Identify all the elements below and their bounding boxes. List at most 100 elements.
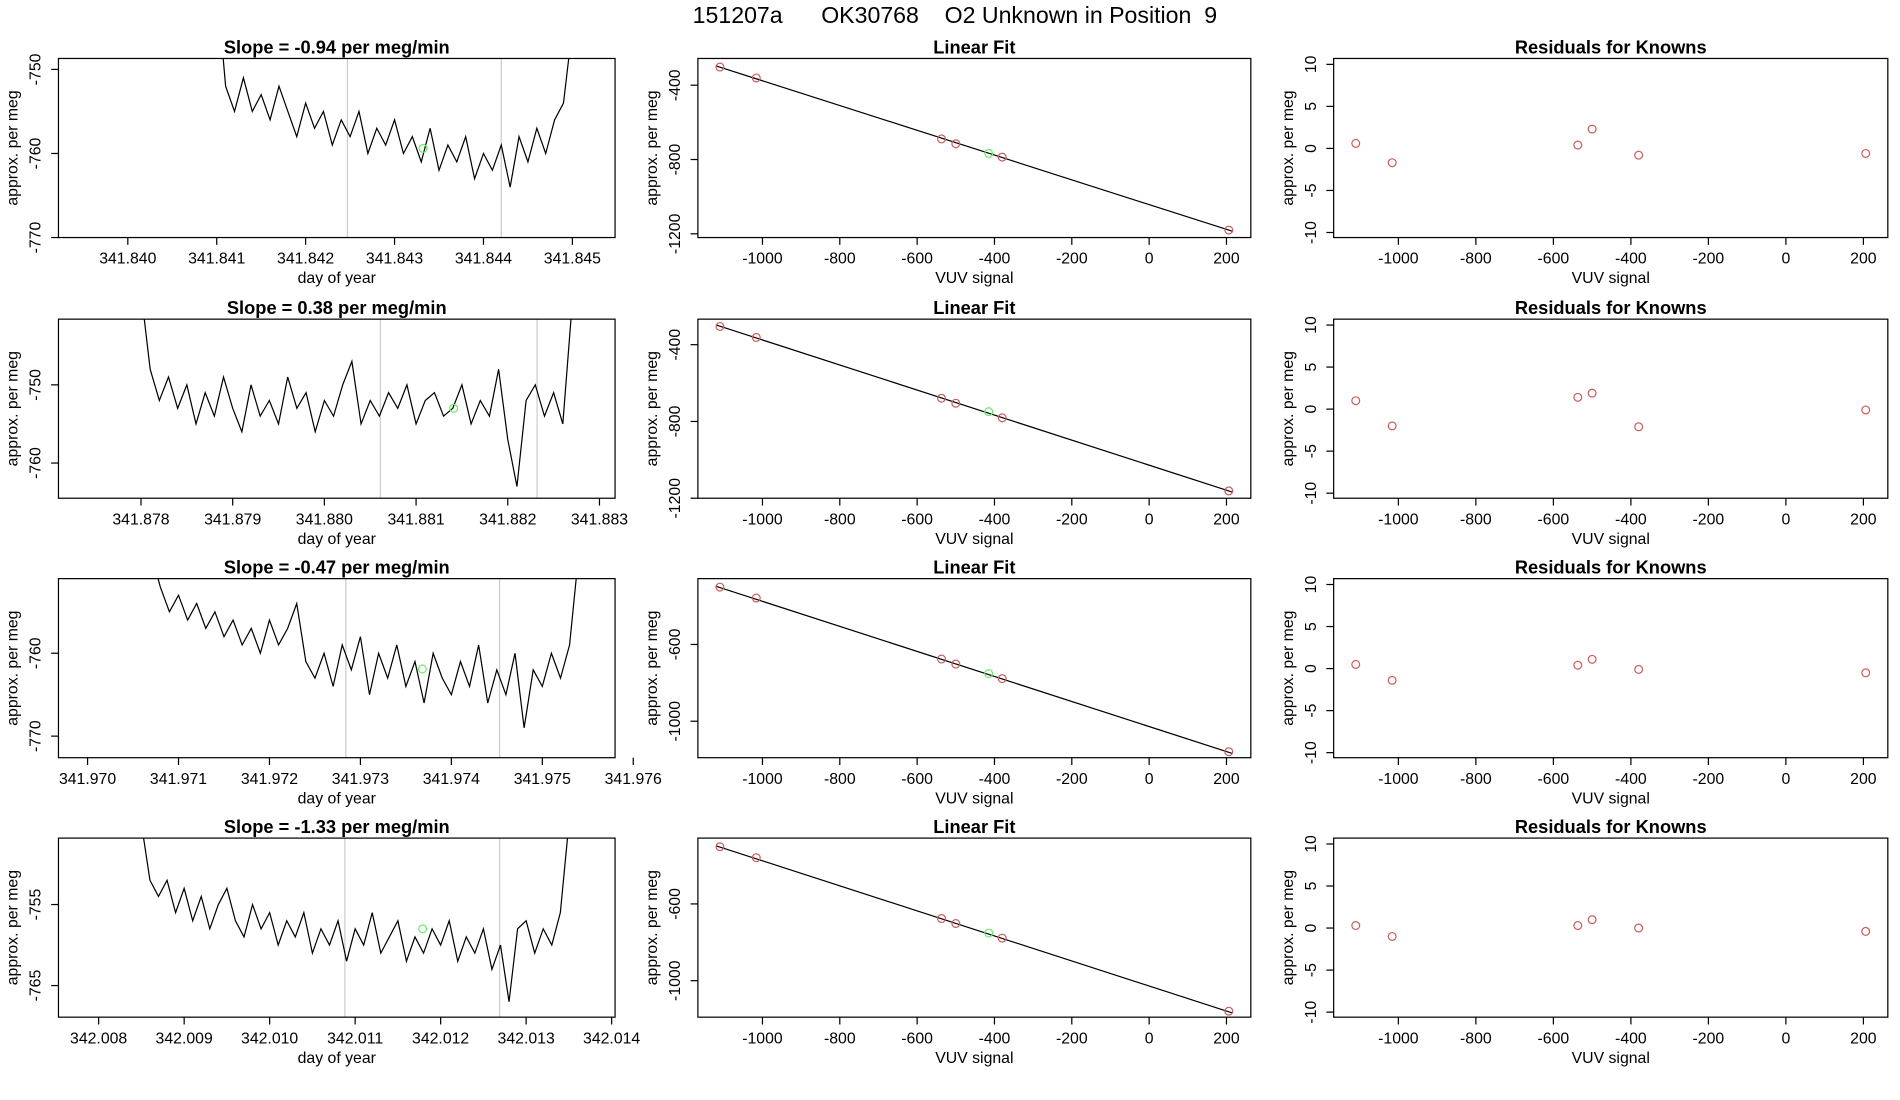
x-tick-label: -800 <box>824 251 856 268</box>
y-tick-label: 5 <box>1303 622 1320 631</box>
panel: Slope = -0.47 per meg/min 341.970 341.971 3… <box>5 557 662 808</box>
data-line <box>157 578 577 728</box>
x-tick-label: 0 <box>1781 251 1790 268</box>
x-tick-label: 341.973 <box>332 771 389 788</box>
x-tick-label: -1000 <box>742 251 783 268</box>
x-tick-label: 341.880 <box>296 511 353 528</box>
x-tick-label: -400 <box>1615 1030 1647 1047</box>
y-axis-label: approx. per meg <box>1280 351 1297 466</box>
point <box>1224 225 1234 235</box>
y-tick-label: 10 <box>1303 576 1320 594</box>
point <box>984 407 994 417</box>
y-tick-label: 0 <box>1303 664 1320 673</box>
panel: Slope = -0.94 per meg/min 341.840 341.841 3… <box>5 37 616 287</box>
x-tick-label: 341.845 <box>544 251 601 268</box>
point <box>984 148 994 158</box>
panel-title: Slope = 0.38 per meg/min <box>227 297 447 318</box>
point <box>751 332 761 342</box>
y-axis-label: approx. per meg <box>1280 90 1297 205</box>
plot-area <box>715 321 1234 496</box>
x-tick-label: -200 <box>1693 251 1725 268</box>
plot-area <box>1351 654 1871 685</box>
y-tick-label: -750 <box>28 369 45 401</box>
point <box>1861 148 1871 158</box>
x-tick-label: 200 <box>1213 771 1240 788</box>
fit-line <box>715 845 1233 1014</box>
y-tick-label: -755 <box>28 889 45 921</box>
point <box>936 134 946 144</box>
plot-box <box>57 578 616 759</box>
y-tick-label: -760 <box>28 447 45 479</box>
plot-box <box>697 57 1252 239</box>
plot-box <box>1333 837 1889 1018</box>
point <box>951 659 961 669</box>
point <box>715 582 725 592</box>
x-tick-label: -800 <box>1460 1030 1492 1047</box>
x-tick-label: 200 <box>1850 251 1877 268</box>
x-tick-label: -400 <box>979 771 1011 788</box>
x-tick-label: -600 <box>1538 251 1570 268</box>
y-tick-label: -400 <box>667 69 684 101</box>
y-tick-label: 0 <box>1303 923 1320 932</box>
x-tick-label: -800 <box>1460 511 1492 528</box>
y-tick-label: -400 <box>667 329 684 361</box>
y-tick-label: -760 <box>28 637 45 669</box>
x-axis-label: VUV signal <box>935 1050 1013 1067</box>
y-axis-label: approx. per meg <box>644 611 661 726</box>
x-tick-label: -800 <box>1460 251 1492 268</box>
point <box>1573 660 1583 670</box>
x-axis-label: VUV signal <box>935 270 1013 287</box>
x-tick-label: 341.841 <box>188 251 245 268</box>
y-tick-label: 10 <box>1303 835 1320 853</box>
figure-title: 151207a OK30768 O2 Unknown in Position 9 <box>693 2 1217 28</box>
fit-line <box>715 65 1233 232</box>
y-tick-label: 0 <box>1303 405 1320 414</box>
point <box>936 914 946 924</box>
x-tick-label: -1000 <box>742 511 783 528</box>
point <box>1861 405 1871 415</box>
y-tick-label: 5 <box>1303 102 1320 111</box>
x-axis-label: VUV signal <box>935 531 1013 548</box>
x-tick-label: -600 <box>901 251 933 268</box>
x-tick-label: 200 <box>1213 511 1240 528</box>
x-axis-label: day of year <box>298 1050 377 1067</box>
x-tick-label: 0 <box>1781 771 1790 788</box>
plot-area <box>715 62 1234 235</box>
point <box>1387 421 1397 431</box>
x-tick-label: -600 <box>1538 511 1570 528</box>
y-tick-label: -10 <box>1303 221 1320 244</box>
point <box>936 393 946 403</box>
plot-box <box>697 578 1252 759</box>
unknown-point <box>418 143 428 153</box>
y-axis-label: approx. per meg <box>5 611 22 726</box>
plot-area <box>715 842 1234 1016</box>
x-tick-label: -1000 <box>742 1030 783 1047</box>
y-tick-label: -770 <box>28 720 45 752</box>
point <box>1573 921 1583 931</box>
point <box>1861 668 1871 678</box>
point <box>1351 396 1361 406</box>
x-tick-label: -600 <box>901 1030 933 1047</box>
y-tick-label: -1200 <box>667 213 684 254</box>
panel: Residuals for Knowns-1000 -800 -600 -400 -20… <box>1280 557 1889 807</box>
point <box>997 933 1007 943</box>
point <box>951 139 961 149</box>
point <box>1587 388 1597 398</box>
plot-area <box>222 58 570 238</box>
x-tick-label: -400 <box>979 511 1011 528</box>
y-tick-label: -800 <box>667 405 684 437</box>
plot-box <box>1333 318 1889 499</box>
plot-box <box>1333 578 1889 759</box>
plot-area <box>1351 915 1871 941</box>
data-line <box>222 58 570 188</box>
x-tick-label: 342.009 <box>156 1030 213 1047</box>
x-tick-label: 200 <box>1850 511 1877 528</box>
x-tick-label: -600 <box>1538 771 1570 788</box>
point <box>984 669 994 679</box>
data-line <box>143 319 572 487</box>
x-tick-label: 0 <box>1145 771 1154 788</box>
x-tick-label: -600 <box>1538 1030 1570 1047</box>
point <box>1861 926 1871 936</box>
point <box>951 918 961 929</box>
